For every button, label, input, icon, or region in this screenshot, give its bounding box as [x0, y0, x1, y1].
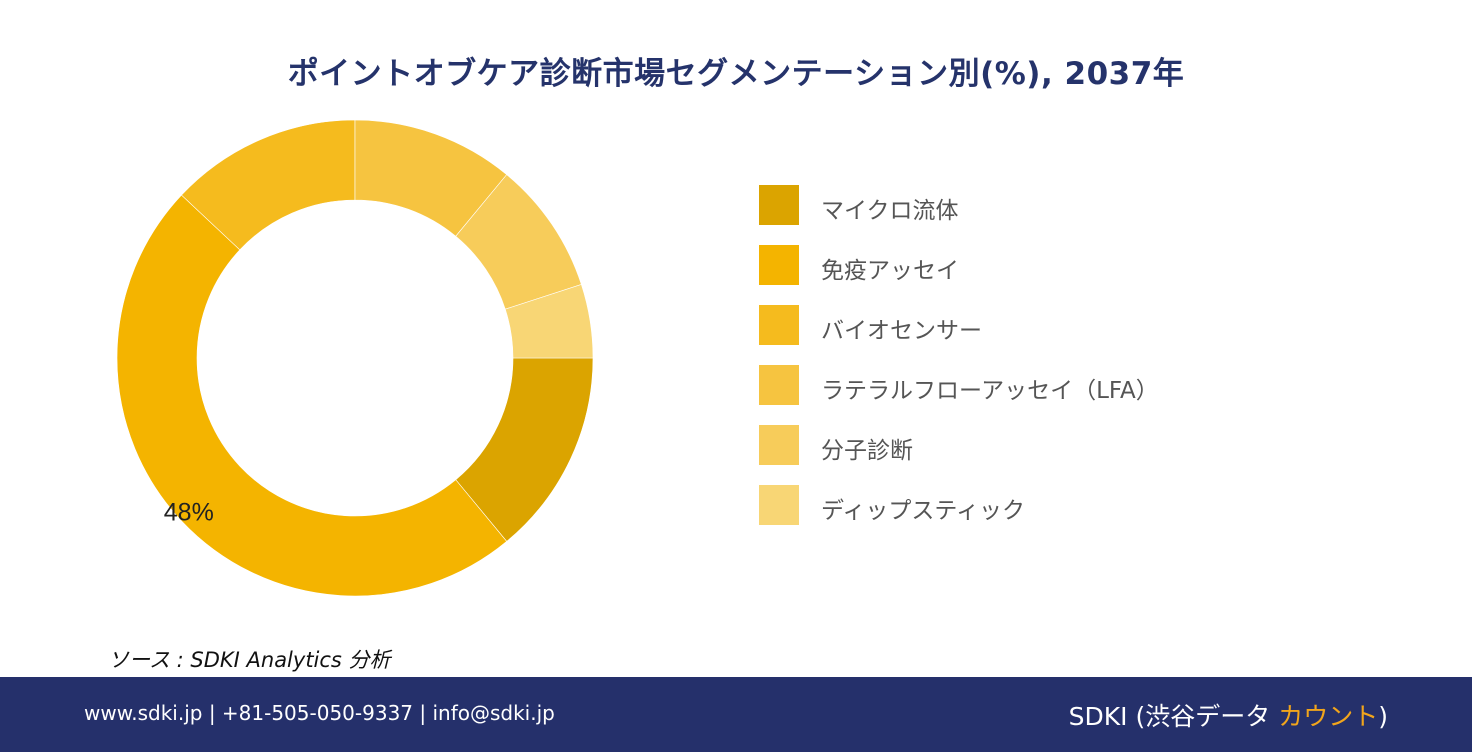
legend-swatch [759, 365, 799, 405]
legend-swatch [759, 425, 799, 465]
donut-chart: 48% [116, 119, 594, 597]
donut-slice-dipstick[interactable] [504, 284, 594, 359]
footer-bar: www.sdki.jp | +81-505-050-9337 | info@sd… [0, 677, 1472, 752]
legend-swatch [759, 485, 799, 525]
legend-swatch [759, 185, 799, 225]
donut-slice-immunoassay[interactable] [116, 194, 508, 597]
legend-label: バイオセンサー [821, 318, 982, 344]
legend-swatch [759, 245, 799, 285]
footer-contact: www.sdki.jp | +81-505-050-9337 | info@sd… [84, 701, 555, 725]
data-label-immunoassay: 48% [164, 499, 214, 527]
legend-label: 分子診断 [821, 438, 913, 464]
brand-accent: カウント [1278, 702, 1379, 731]
legend-label: 免疫アッセイ [821, 258, 959, 284]
brand-suffix: ) [1378, 702, 1388, 731]
legend-swatch [759, 305, 799, 345]
legend-label: ディップスティック [821, 498, 1026, 524]
chart-title: ポイントオブケア診断市場セグメンテーション別(%), 2037年 [287, 56, 1185, 92]
footer-brand-logo: SDKI (渋谷データ カウント) [1069, 697, 1388, 733]
legend-label: ラテラルフローアッセイ（LFA） [821, 378, 1159, 404]
source-note: ソース : SDKI Analytics 分析 [108, 648, 391, 672]
brand-prefix: SDKI (渋谷データ [1068, 702, 1279, 731]
legend-label: マイクロ流体 [821, 198, 959, 224]
